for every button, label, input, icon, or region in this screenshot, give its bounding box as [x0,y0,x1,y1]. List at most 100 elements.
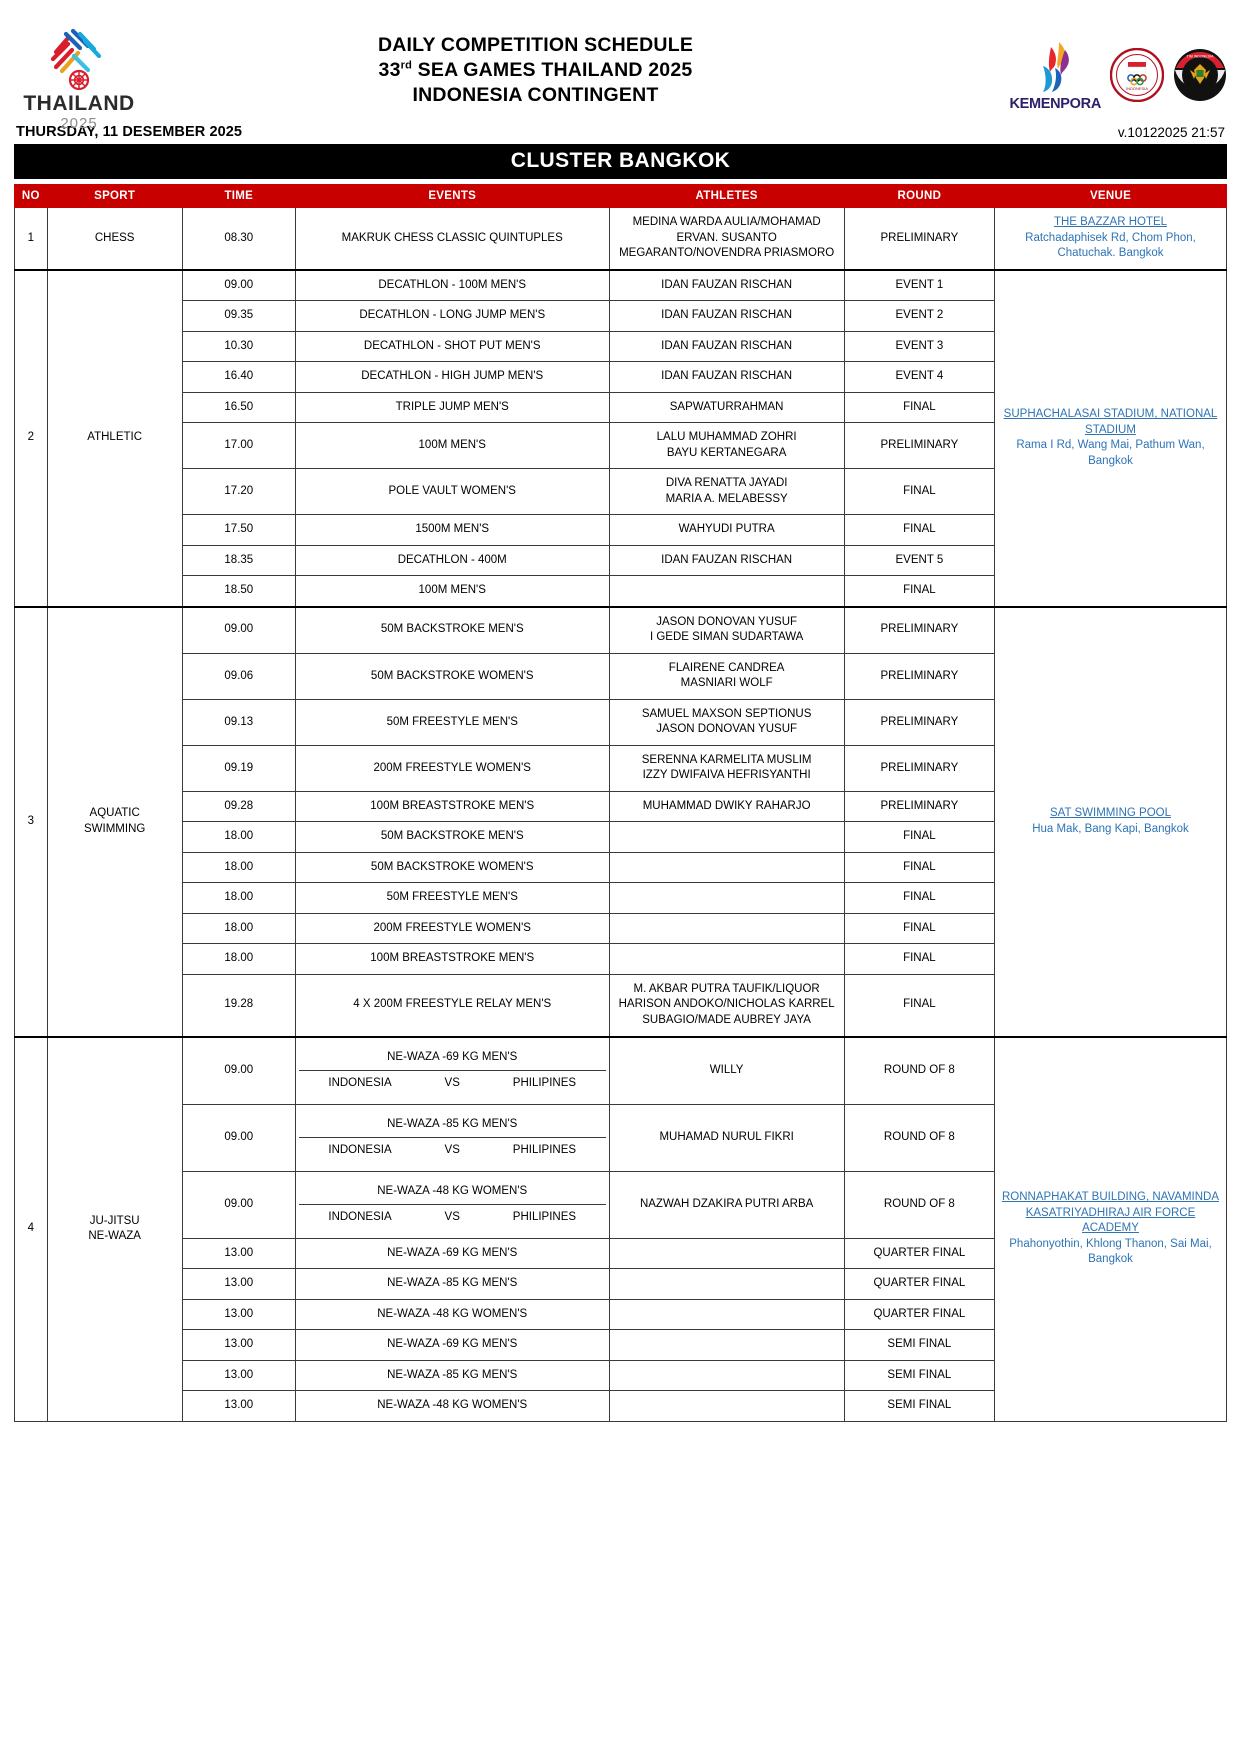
event-name: NE-WAZA -85 KG MEN'S [294,1359,610,1392]
round-label: EVENT 2 [843,300,996,332]
round-label: PRELIMINARY [843,744,996,792]
table-row: 13.00 NE-WAZA -85 KG MEN'S QUARTER FINAL [15,1268,1227,1300]
table-row: 09.19 200M FREESTYLE WOMEN'S SERENNA KARME… [15,744,1227,792]
athlete-names: IDAN FAUZAN RISCHAN [608,268,845,302]
table-row: 4 JU-JITSU NE-WAZA 09.00 NE-WAZA -69 KG MEN'… [14,1035,1227,1422]
round-label: QUARTER FINAL [843,1268,996,1300]
event-time: 18.00 [181,821,296,853]
column-header-athletes: ATHLETES [608,184,845,208]
event-time: 09.00 [181,1170,296,1239]
competition-schedule-table: NO SPORT TIME EVENTS ATHLETES ROUND VENU… [14,184,1227,1422]
table-row: 09.06 50M BACKSTROKE WOMEN'S FLAIRENE CAND… [15,652,1227,700]
venue-name-link[interactable]: SAT SWIMMING POOL [1050,807,1171,820]
round-label: PRELIMINARY [843,790,996,823]
event-time: 17.20 [181,468,296,516]
tim-indonesia-seal: TIM INDONESIA [1173,48,1227,102]
kemenpora-torch-icon [1043,42,1070,92]
row-number: 1 [14,206,48,271]
match-pairing: INDONESIA VS PHILIPINES [299,1071,606,1097]
venue-cell[interactable]: RONNAPHAKAT BUILDING, NAVAMINDA KASATRIY… [994,1035,1227,1422]
venue-name-link[interactable]: SUPHACHALASAI STADIUM, NATIONAL STADIUM [1003,408,1218,436]
athlete-names [608,1268,845,1300]
round-label: PRELIMINARY [843,605,996,654]
round-label: EVENT 5 [843,544,996,577]
event-name: TRIPLE JUMP MEN'S [294,391,610,424]
round-label: SEMI FINAL [843,1359,996,1392]
match-away: PHILIPINES [512,1211,577,1224]
table-row: 13.00 NE-WAZA -85 KG MEN'S SEMI FINAL [15,1359,1227,1392]
event-time: 18.35 [181,544,296,577]
table-row: 2 ATHLETIC 09.00 DECATHLON - 100M MEN'S IDAN… [14,268,1227,608]
event-name: 50M BACKSTROKE WOMEN'S [294,851,610,884]
sport-name: JU-JITSU NE-WAZA [46,1035,183,1422]
table-row: 17.20 POLE VAULT WOMEN'S DIVA RENATTA JAYA… [15,468,1227,516]
athlete-names: SERENNA KARMELITA MUSLIM IZZY DWIFAIVA HE… [608,744,845,792]
athlete-names [608,821,845,853]
athlete-names: SAPWATURRAHMAN [608,391,845,424]
event-category: NE-WAZA -85 KG MEN'S [298,1112,606,1139]
event-name: 200M FREESTYLE WOMEN'S [294,744,610,792]
athlete-names [608,575,845,608]
event-time: 13.00 [181,1298,296,1331]
event-time: 09.28 [181,790,296,823]
event-time: 08.30 [181,206,296,271]
round-label: FINAL [843,391,996,424]
version-stamp: v.10122025 21:57 [1117,125,1225,140]
logo-year: 2025 [60,115,98,132]
athlete-names: MEDINA WARDA AULIA/MOHAMAD ERVAN. SUSANT… [608,206,845,271]
table-row: 17.50 1500M MEN'S WAHYUDI PUTRA FINAL [15,514,1227,546]
table-row: 09.13 50M FREESTYLE MEN'S SAMUEL MAXSON SE… [15,698,1227,746]
event-time: 18.50 [181,575,296,608]
event-name: NE-WAZA -69 KG MEN'S [294,1329,610,1361]
athlete-names: IDAN FAUZAN RISCHAN [608,361,845,393]
table-header-row: NO SPORT TIME EVENTS ATHLETES ROUND VENU… [14,184,1227,208]
table-row: 16.50 TRIPLE JUMP MEN'S SAPWATURRAHMAN FINA… [15,391,1227,424]
round-label: QUARTER FINAL [843,1298,996,1331]
event-name: 200M FREESTYLE WOMEN'S [294,912,610,945]
match-pairing: INDONESIA VS PHILIPINES [299,1138,606,1164]
column-header-round: ROUND [843,184,996,208]
event-name: DECATHLON - 400M [294,544,610,577]
event-name: DECATHLON - SHOT PUT MEN'S [294,330,610,363]
partner-logos: KEMENPORA INDONESIA [927,0,1227,112]
round-label: FINAL [843,943,996,975]
round-label: FINAL [843,575,996,608]
venue-name-link[interactable]: THE BAZZAR HOTEL [1053,216,1168,228]
kemenpora-label: KEMENPORA [1009,96,1101,112]
event-name: DECATHLON - LONG JUMP MEN'S [294,300,610,332]
svg-text:INDONESIA: INDONESIA [1126,86,1148,91]
round-label: QUARTER FINAL [843,1237,996,1270]
event-time: 16.40 [181,361,296,393]
table-row: 18.00 50M FREESTYLE MEN'S FINAL [15,882,1227,914]
athlete-names [608,882,845,914]
event-time: 09.19 [181,744,296,792]
event-time: 10.30 [181,330,296,363]
event-name: NE-WAZA -69 KG MEN'S INDONESIA VS PHILIPINE… [294,1035,610,1105]
event-name: 50M BACKSTROKE MEN'S [294,821,610,853]
event-time: 17.00 [181,422,296,470]
athlete-names: WAHYUDI PUTRA [608,514,845,546]
sport-name: AQUATIC SWIMMING [46,605,183,1037]
round-label: ROUND OF 8 [843,1170,996,1239]
round-label: FINAL [843,912,996,945]
column-header-time: TIME [181,184,296,208]
athlete-names [608,1359,845,1392]
row-number: 3 [14,605,48,1037]
round-label: FINAL [843,821,996,853]
athlete-names [608,1329,845,1361]
round-label: FINAL [843,514,996,546]
table-row: 18.00 100M BREASTSTROKE MEN'S FINAL [15,943,1227,975]
table-row: 13.00 NE-WAZA -69 KG MEN'S QUARTER FINAL [15,1237,1227,1270]
athlete-names: SAMUEL MAXSON SEPTIONUS JASON DONOVAN YUS… [608,698,845,746]
event-time: 13.00 [181,1329,296,1361]
indonesia-olympic-committee-seal: INDONESIA [1109,47,1165,103]
logo-wordmark: THAILAND [23,92,135,115]
venue-cell[interactable]: THE BAZZAR HOTEL Ratchadaphisek Rd, Chom … [994,206,1227,271]
column-header-sport: SPORT [46,184,183,208]
round-label: PRELIMINARY [843,422,996,470]
venue-cell[interactable]: SAT SWIMMING POOL Hua Mak, Bang Kapi, Ban… [994,605,1227,1037]
venue-cell[interactable]: SUPHACHALASAI STADIUM, NATIONAL STADIUM R… [994,268,1227,608]
sport-name: CHESS [46,206,183,271]
venue-name-link[interactable]: RONNAPHAKAT BUILDING, NAVAMINDA KASATRIY… [1001,1191,1220,1235]
athlete-names: LALU MUHAMMAD ZOHRI BAYU KERTANEGARA [608,422,845,470]
